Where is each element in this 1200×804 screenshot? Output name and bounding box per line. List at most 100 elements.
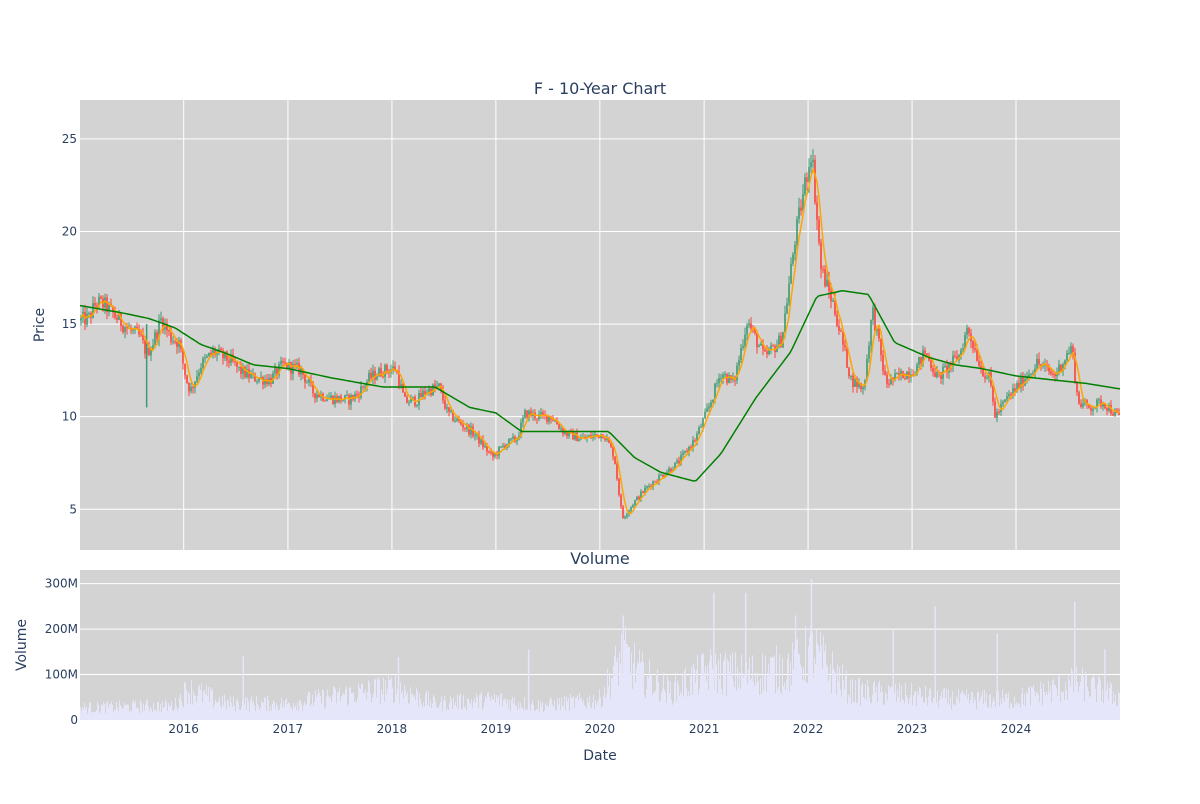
candle-body: [576, 432, 578, 442]
candle-body: [524, 410, 526, 418]
candle-body: [458, 418, 460, 422]
candle-body: [104, 297, 106, 308]
candle-body: [172, 341, 174, 343]
candle-body: [800, 207, 802, 211]
candle-body: [470, 426, 472, 435]
candle-body: [490, 451, 492, 453]
candle-body: [376, 376, 378, 380]
candle-body: [238, 366, 240, 368]
candle-body: [644, 487, 646, 493]
candle-body: [434, 384, 436, 388]
candle-body: [210, 352, 212, 355]
candle-body: [1104, 403, 1106, 408]
candle-body: [174, 341, 176, 343]
candle-body: [456, 418, 458, 421]
candle-body: [1010, 394, 1012, 396]
candle-body: [668, 468, 670, 473]
candle-body: [504, 445, 506, 448]
candle-body: [432, 384, 434, 395]
candle-body: [642, 491, 644, 493]
candle-body: [564, 432, 566, 434]
candle-body: [478, 433, 480, 444]
candle-body: [500, 446, 502, 448]
candle-body: [934, 372, 936, 377]
candle-body: [758, 345, 760, 348]
candle-body: [838, 326, 840, 331]
candle-body: [464, 427, 466, 429]
candle-body: [98, 296, 100, 306]
candle-body: [980, 365, 982, 369]
candle-body: [1028, 374, 1030, 378]
candle-body: [126, 327, 128, 329]
candle-body: [1014, 388, 1016, 392]
candle-body: [1108, 405, 1110, 411]
candle-body: [1100, 399, 1102, 407]
candle-body: [796, 218, 798, 245]
candle-body: [836, 314, 838, 327]
candle-body: [466, 425, 468, 429]
volume-y-tick-label: 0: [70, 713, 78, 727]
candle-body: [284, 362, 286, 364]
candle-body: [856, 378, 858, 388]
candle-body: [138, 329, 140, 335]
candle-body: [286, 362, 288, 370]
price-y-axis-label: Price: [32, 308, 48, 342]
candle-body: [878, 328, 880, 339]
candle-body: [1076, 381, 1078, 393]
candle-body: [482, 439, 484, 448]
candle-body: [152, 345, 154, 350]
candle-body: [696, 433, 698, 441]
price-candles: [80, 149, 1120, 520]
candle-body: [1080, 403, 1082, 407]
candle-body: [540, 412, 542, 415]
candle-body: [1058, 364, 1060, 374]
candle-body: [416, 404, 418, 406]
candle-body: [340, 395, 342, 402]
candle-body: [776, 345, 778, 353]
candle-body: [604, 438, 606, 440]
candle-body: [840, 330, 842, 332]
candle-body: [1074, 352, 1076, 382]
candle-body: [194, 381, 196, 388]
candle-body: [230, 354, 232, 363]
ma-long-line: [79, 290, 1121, 482]
candle-body: [898, 373, 900, 376]
candle-body: [714, 383, 716, 400]
candle-body: [108, 304, 110, 312]
candle-body: [994, 401, 996, 418]
candle-body: [488, 451, 490, 453]
candle-body: [688, 446, 690, 453]
candle-body: [94, 303, 96, 306]
candle-body: [814, 159, 816, 203]
candle-body: [228, 360, 230, 363]
candle-body: [308, 379, 310, 383]
candle-body: [360, 386, 362, 398]
candle-body: [1070, 346, 1072, 353]
candle-body: [916, 364, 918, 376]
candle-body: [626, 514, 628, 517]
candle-body: [742, 345, 744, 348]
candle-body: [1112, 413, 1114, 416]
ma-short-line: [80, 167, 1120, 515]
candle-body: [860, 383, 862, 390]
candle-body: [640, 491, 642, 500]
candle-body: [86, 313, 88, 325]
candle-body: [1098, 399, 1100, 401]
candle-body: [492, 452, 494, 457]
candle-body: [450, 410, 452, 412]
candle-body: [904, 378, 906, 380]
x-tick-label: 2018: [377, 722, 408, 736]
candle-body: [1078, 392, 1080, 404]
candle-body: [1036, 358, 1038, 369]
candle-body: [1118, 412, 1120, 415]
candle-body: [960, 349, 962, 356]
candle-body: [394, 366, 396, 372]
candle-body: [882, 355, 884, 371]
candle-body: [224, 351, 226, 359]
candle-body: [810, 162, 812, 168]
candle-body: [132, 330, 134, 332]
candle-body: [680, 454, 682, 464]
candle-body: [508, 438, 510, 445]
candle-body: [120, 313, 122, 327]
